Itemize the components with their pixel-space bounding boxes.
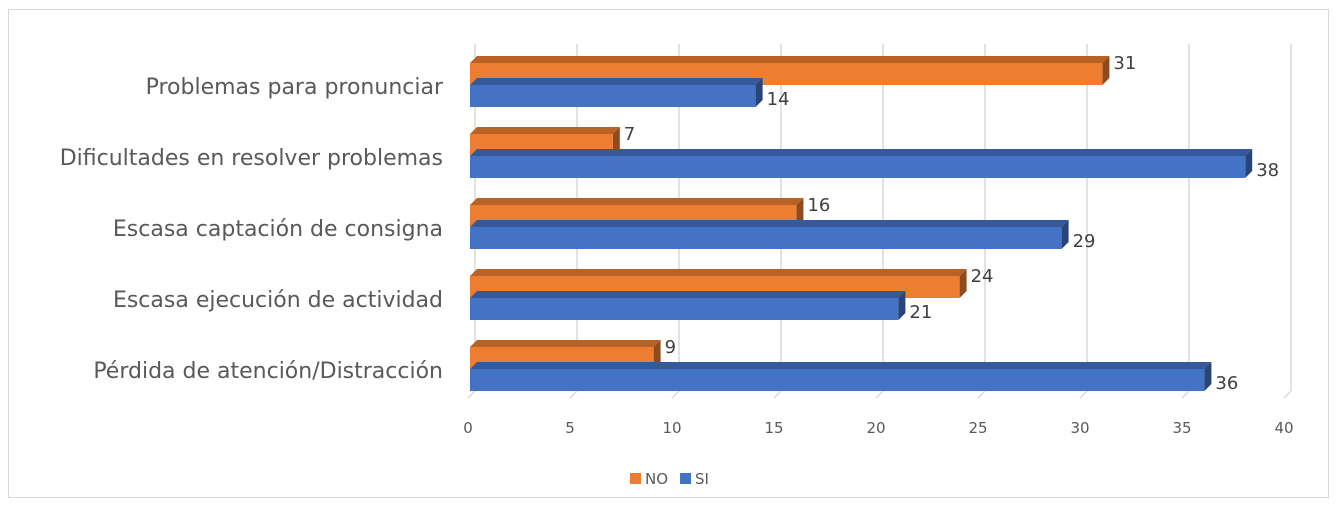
bar-si — [470, 78, 763, 107]
x-axis-ticks: 0 5 10 15 20 25 30 35 40 — [463, 419, 1293, 437]
x-tick-label: 15 — [764, 419, 783, 437]
gridline — [1283, 44, 1292, 399]
bar-side-face — [653, 340, 661, 369]
bar-top-face — [470, 78, 763, 85]
category-label: Escasa captación de consigna — [113, 217, 443, 242]
bar-top-face — [470, 127, 620, 134]
bar-side-face — [959, 269, 967, 298]
legend-swatch-no — [630, 473, 641, 484]
bar-top-face — [470, 340, 661, 347]
bar-side-face — [1245, 149, 1253, 178]
bar-side-face — [1061, 220, 1069, 249]
category-label: Pérdida de atención/Distracción — [93, 359, 443, 384]
bar-front-face — [470, 298, 899, 320]
data-label-si: 21 — [909, 302, 932, 323]
legend-label-no: NO — [645, 470, 668, 488]
data-label-si: 36 — [1215, 373, 1238, 394]
bar-si — [470, 291, 906, 320]
x-tick-label: 40 — [1274, 419, 1293, 437]
legend-label-si: SI — [695, 470, 709, 488]
legend-swatch-si — [680, 473, 692, 484]
bar-front-face — [470, 369, 1205, 391]
x-tick-label: 0 — [463, 419, 473, 437]
data-label-no: 24 — [971, 266, 994, 287]
bars — [470, 56, 1253, 391]
bar-side-face — [755, 78, 763, 107]
x-tick-label: 25 — [968, 419, 987, 437]
bar-top-face — [470, 220, 1069, 227]
bar-si — [470, 362, 1212, 391]
bar-side-face — [898, 291, 906, 320]
bar-top-face — [470, 198, 804, 205]
data-label-si: 38 — [1256, 160, 1279, 181]
gridline — [1181, 44, 1190, 399]
data-label-no: 9 — [665, 337, 676, 358]
x-tick-label: 35 — [1172, 419, 1191, 437]
legend: NO SI — [630, 470, 709, 488]
bar-top-face — [470, 269, 967, 276]
bar-side-face — [612, 127, 620, 156]
bar-top-face — [470, 56, 1110, 63]
x-tick-label: 30 — [1070, 419, 1089, 437]
x-tick-label: 20 — [866, 419, 885, 437]
bar-top-face — [470, 149, 1253, 156]
bar-si — [470, 220, 1069, 249]
bar-front-face — [470, 85, 756, 107]
data-labels: 31 14 7 38 16 29 24 21 9 36 — [624, 53, 1279, 394]
bar-front-face — [470, 227, 1062, 249]
bar-si — [470, 149, 1253, 178]
data-label-si: 14 — [767, 89, 790, 110]
bar-side-face — [1102, 56, 1110, 85]
bar-side-face — [796, 198, 804, 227]
data-label-no: 31 — [1113, 53, 1136, 74]
data-label-no: 16 — [807, 195, 830, 216]
bar-side-face — [1204, 362, 1212, 391]
category-label: Dificultades en resolver problemas — [60, 146, 443, 171]
bar-top-face — [470, 362, 1212, 369]
x-tick-label: 10 — [662, 419, 681, 437]
category-label: Problemas para pronunciar — [146, 75, 444, 100]
x-tick-label: 5 — [565, 419, 575, 437]
bar-top-face — [470, 291, 906, 298]
data-label-si: 29 — [1073, 231, 1096, 252]
bar-front-face — [470, 156, 1246, 178]
gridline — [1079, 44, 1088, 399]
category-labels: Problemas para pronunciar Dificultades en… — [60, 75, 444, 384]
data-label-no: 7 — [624, 124, 635, 145]
category-label: Escasa ejecución de actividad — [113, 288, 443, 313]
